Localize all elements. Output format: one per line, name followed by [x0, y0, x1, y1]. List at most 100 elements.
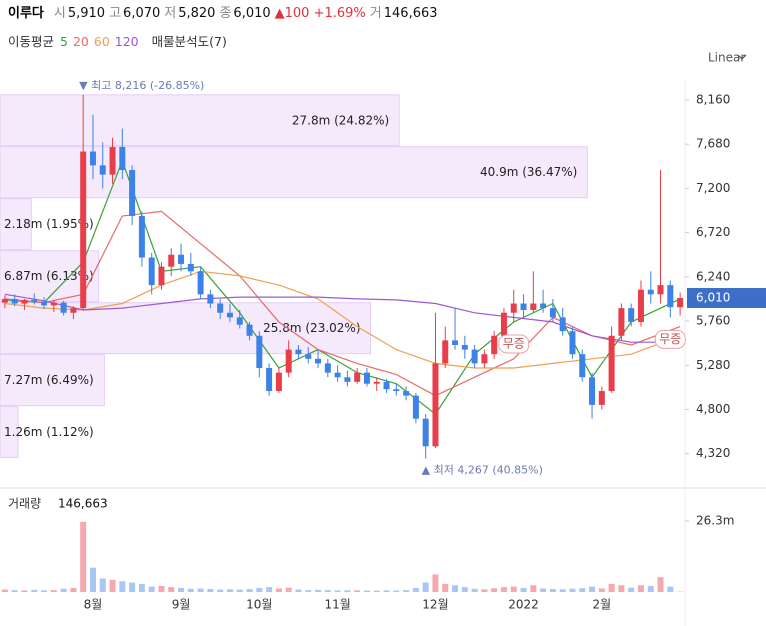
candle-body: [324, 363, 331, 373]
volume-current: 146,663: [58, 497, 108, 511]
candle-body: [246, 324, 253, 336]
candle-body: [256, 335, 263, 369]
volume-bar: [256, 587, 263, 592]
ma-line: [4, 270, 681, 369]
volume-bar: [618, 585, 625, 592]
ma-legend: 이동평균 5 20 60 120 매물분석도(7): [8, 31, 232, 50]
volume-bar: [549, 589, 556, 592]
candle-body: [11, 298, 18, 304]
event-label: 무증: [503, 336, 525, 350]
volume-bar: [403, 590, 410, 592]
profile-title: 매물분석도(7): [151, 34, 227, 49]
ma-legend-entry: 120: [114, 34, 139, 49]
candle-body: [549, 308, 556, 318]
candle-body: [559, 317, 566, 332]
volume-bar: [138, 583, 145, 592]
stat-label: 종: [219, 6, 232, 21]
candle-body: [295, 349, 302, 355]
volume-bar: [80, 521, 87, 592]
event-label: 무증: [659, 332, 681, 346]
event-badge: [498, 334, 530, 354]
volume-bar: [520, 587, 527, 592]
candle-body: [266, 368, 273, 392]
candle-body: [471, 349, 478, 364]
annotation: ▲ 최저 4,267 (40.85%): [422, 464, 543, 477]
candle-body: [530, 303, 537, 310]
profile-label: 1.26m (1.12%): [4, 425, 94, 439]
volume-bar: [1, 589, 8, 592]
volume-bar: [119, 581, 126, 592]
candle-body: [393, 389, 400, 392]
candle-body: [315, 358, 322, 364]
y-tick-label: 4,800: [696, 402, 730, 416]
candle-body: [354, 372, 361, 382]
profile-bar: [0, 354, 105, 407]
candle-body: [50, 302, 57, 306]
candle-body: [363, 372, 370, 384]
profile-label: 7.27m (6.49%): [4, 373, 94, 387]
profile-bar: [0, 406, 19, 459]
volume-bar: [197, 588, 204, 592]
event-badge: [654, 329, 686, 349]
candle-body: [628, 308, 635, 322]
profile-label: 6.87m (6.13%): [4, 269, 94, 283]
candle-body: [422, 418, 429, 447]
volume-bar: [41, 590, 48, 592]
volume-title: 거래량: [8, 497, 41, 511]
candle-body: [657, 285, 664, 295]
stat-label: 거: [369, 6, 382, 21]
candle-body: [168, 254, 175, 267]
price-marker: [687, 288, 766, 309]
volume-bar: [324, 590, 331, 592]
volume-bar: [344, 590, 351, 592]
volume-bar: [500, 587, 507, 592]
candle-body: [579, 354, 586, 378]
candle-body: [334, 372, 341, 378]
candle-body: [540, 303, 547, 309]
volume-bar: [285, 587, 292, 592]
volume-bar: [21, 590, 28, 592]
volume-bar: [461, 587, 468, 592]
y-tick-label: 6,720: [696, 225, 730, 239]
volume-bar: [383, 590, 390, 592]
candle-body: [618, 308, 625, 336]
candle-body: [373, 381, 380, 384]
volume-tick-label: 26.3m: [696, 514, 734, 528]
profile-bar: [0, 146, 588, 199]
volume-bar: [315, 589, 322, 592]
candle-body: [677, 298, 684, 308]
stat-label: 시: [53, 6, 66, 21]
ma-line: [4, 159, 681, 415]
scale-select[interactable]: Linear: [708, 51, 745, 65]
x-tick-label: 2022: [508, 598, 539, 612]
x-tick-label: 8월: [84, 598, 103, 612]
volume-bar: [60, 588, 67, 592]
candle-body: [344, 377, 351, 382]
volume-bar: [129, 582, 136, 592]
scale-chevron[interactable]: [737, 54, 747, 60]
candle-body: [31, 299, 38, 302]
volume-bar: [432, 574, 439, 592]
profile-label: 2.18m (1.95%): [4, 217, 94, 231]
volume-bar: [598, 588, 605, 592]
stat-value: 146,663: [383, 6, 438, 21]
y-tick-label: 5,280: [696, 358, 730, 372]
volume-bar: [452, 585, 459, 592]
volume-bar: [275, 588, 282, 592]
volume-bar: [217, 589, 224, 592]
stat-value: 6,010: [233, 6, 271, 21]
candle-body: [119, 146, 126, 170]
candle-body: [197, 271, 204, 295]
volume-bar: [187, 588, 194, 592]
candle-body: [461, 344, 468, 350]
volume-bar: [207, 589, 214, 592]
y-tick-label: 7,200: [696, 181, 730, 195]
volume-bar: [589, 586, 596, 592]
x-tick-label: 11월: [324, 598, 350, 612]
volume-bar: [579, 588, 586, 592]
volume-bar: [168, 587, 175, 592]
candle-body: [481, 354, 488, 364]
candle-body: [217, 303, 224, 313]
volume-bar: [354, 590, 361, 592]
annotation: ▼ 최고 8,216 (-26.85%): [79, 79, 204, 92]
